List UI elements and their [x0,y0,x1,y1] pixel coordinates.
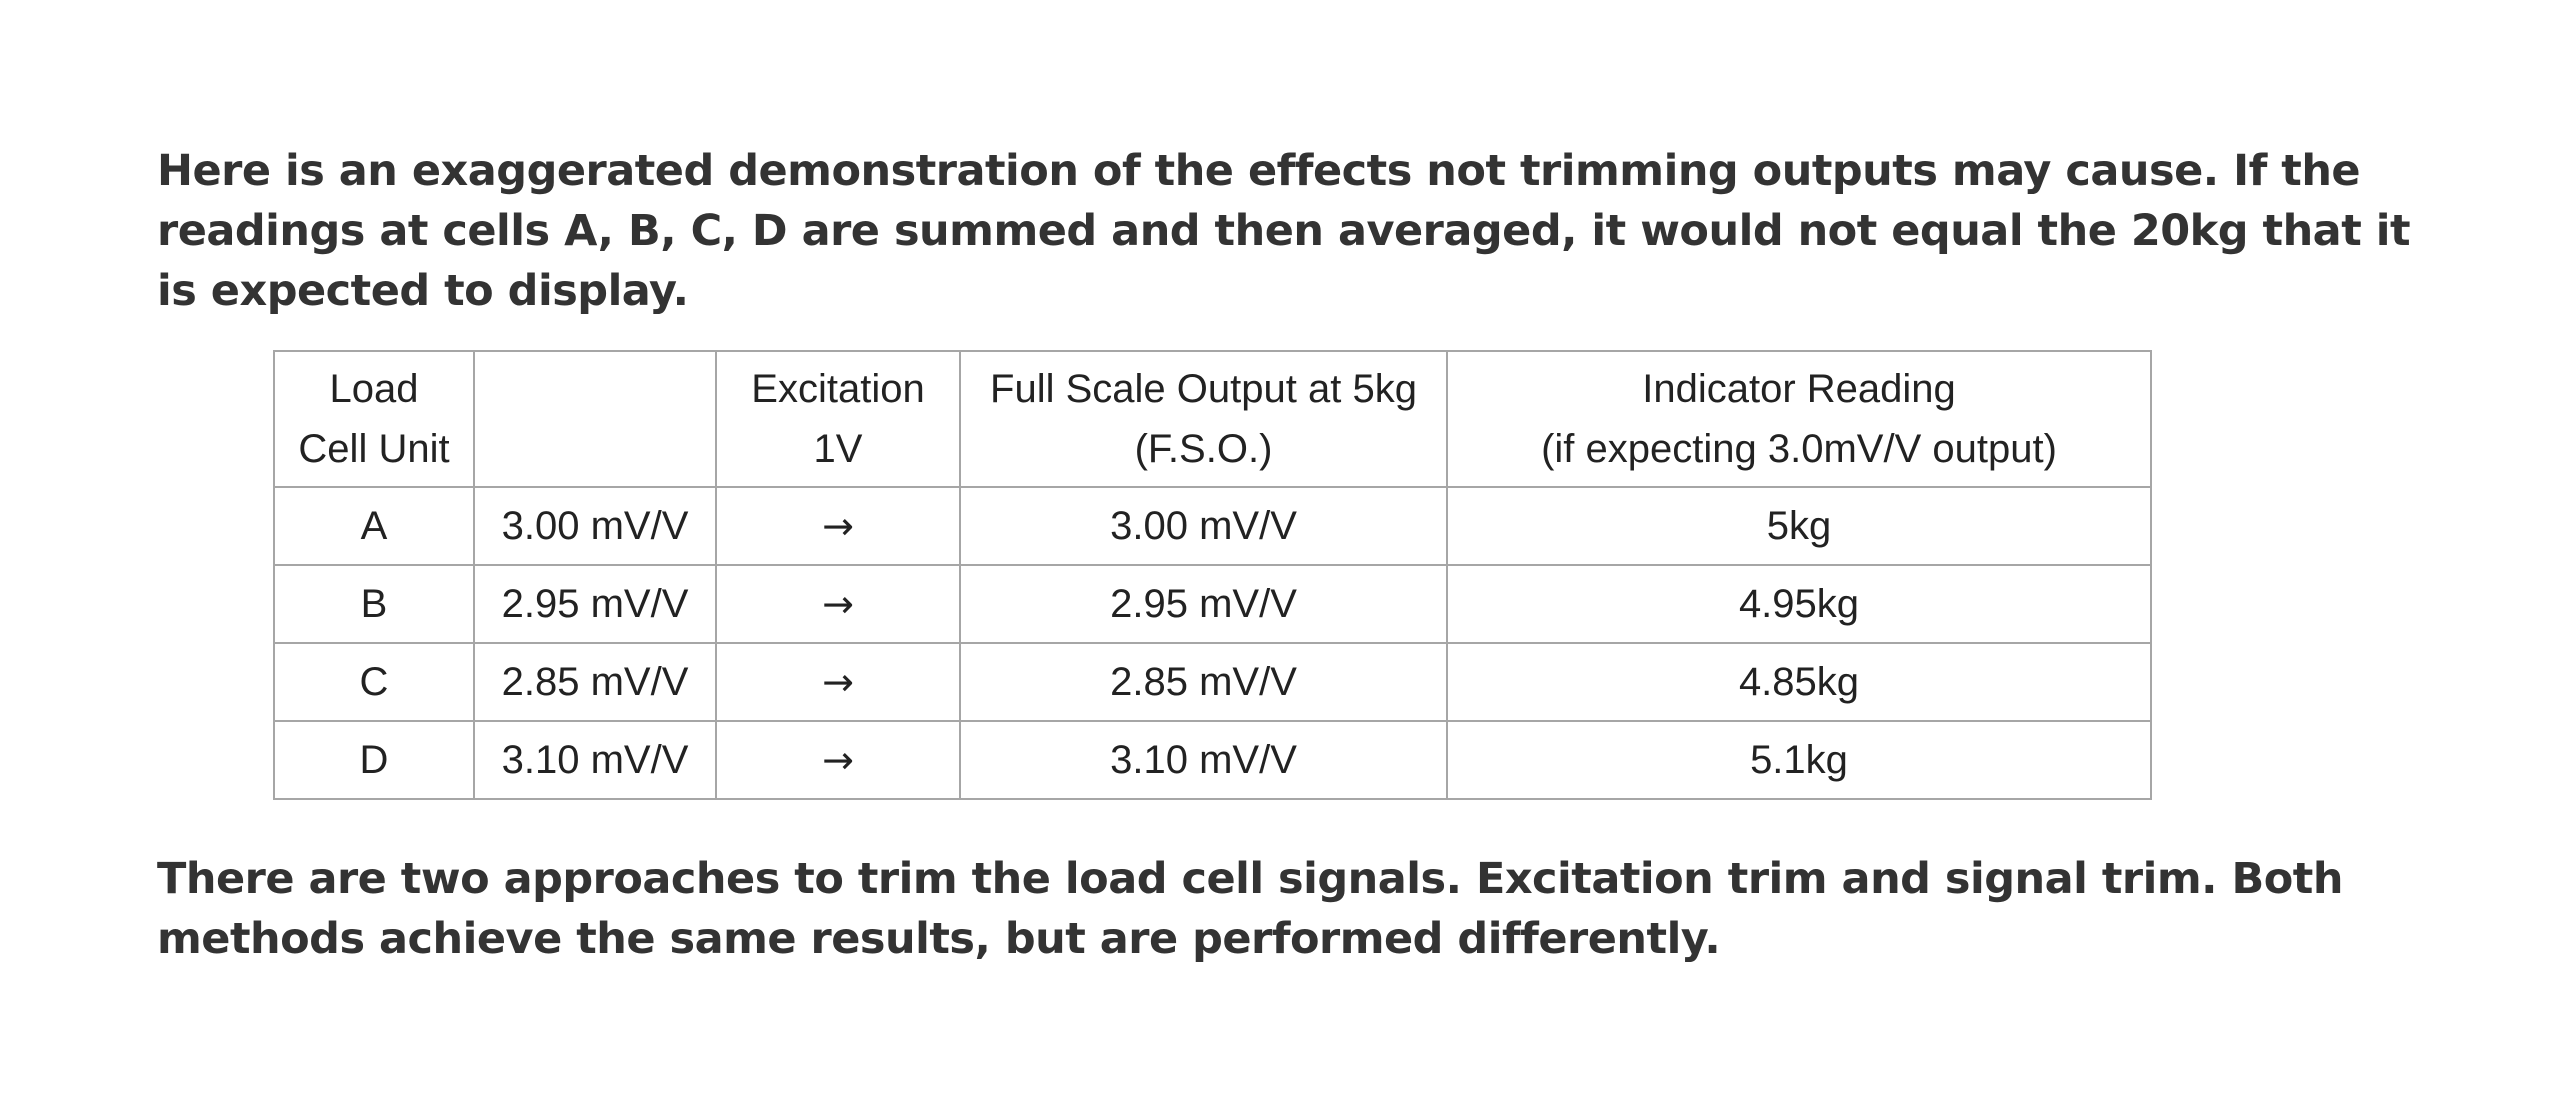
header-sensitivity [473,350,717,488]
table-row: B 2.95 mV/V → 2.95 mV/V 4.95kg [273,564,2152,644]
cell-sensitivity: 3.00 mV/V [473,486,717,566]
header-line: 1V [813,427,863,471]
right-arrow-icon: → [715,642,961,722]
cell-unit: A [273,486,475,566]
table-row: C 2.85 mV/V → 2.85 mV/V 4.85kg [273,642,2152,722]
header-line: Indicator Reading [1642,367,1956,411]
table-row: A 3.00 mV/V → 3.00 mV/V 5kg [273,486,2152,566]
cell-fso: 3.10 mV/V [959,720,1448,800]
right-arrow-icon: → [715,720,961,800]
cell-fso: 2.95 mV/V [959,564,1448,644]
header-line: (if expecting 3.0mV/V output) [1541,427,2057,471]
header-line: Excitation [751,367,925,411]
cell-fso: 2.85 mV/V [959,642,1448,722]
cell-fso: 3.00 mV/V [959,486,1448,566]
cell-reading: 5kg [1446,486,2152,566]
right-arrow-icon: → [715,564,961,644]
header-line: Load [329,367,419,411]
header-excitation: Excitation 1V [715,350,961,488]
header-full-scale-output: Full Scale Output at 5kg (F.S.O.) [959,350,1448,488]
outro-paragraph: There are two approaches to trim the loa… [157,854,2343,964]
cell-sensitivity: 2.95 mV/V [473,564,717,644]
cell-sensitivity: 2.85 mV/V [473,642,717,722]
header-line: Cell Unit [298,427,450,471]
cell-unit: D [273,720,475,800]
cell-reading: 5.1kg [1446,720,2152,800]
cell-reading: 4.95kg [1446,564,2152,644]
intro-paragraph: Here is an exaggerated demonstration of … [157,146,2411,316]
table-row: D 3.10 mV/V → 3.10 mV/V 5.1kg [273,720,2152,800]
right-arrow-icon: → [715,486,961,566]
header-indicator-reading: Indicator Reading (if expecting 3.0mV/V … [1446,350,2152,488]
cell-sensitivity: 3.10 mV/V [473,720,717,800]
cell-unit: B [273,564,475,644]
header-line: (F.S.O.) [1134,427,1273,471]
header-line: Full Scale Output at 5kg [990,367,1417,411]
cell-reading: 4.85kg [1446,642,2152,722]
load-cell-table: Load Cell Unit Excitation 1V Full Scale … [273,350,2152,800]
cell-unit: C [273,642,475,722]
header-load-cell-unit: Load Cell Unit [273,350,475,488]
table-header-row: Load Cell Unit Excitation 1V Full Scale … [273,350,2152,488]
